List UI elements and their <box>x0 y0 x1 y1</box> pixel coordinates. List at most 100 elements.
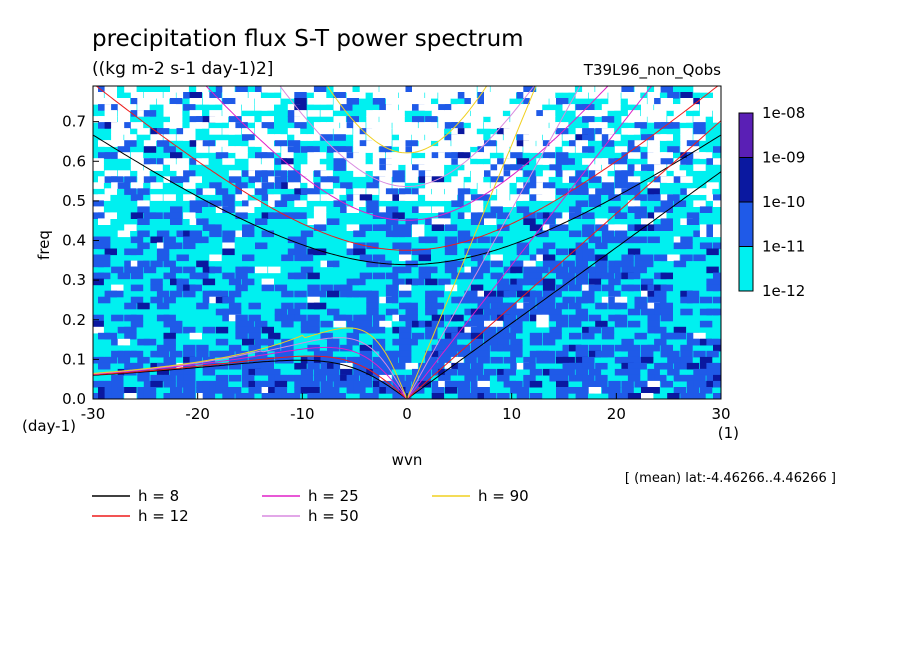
spectrum-cell <box>621 182 634 189</box>
colorbar-label: 1e-10 <box>762 193 805 211</box>
spectrum-cell <box>412 104 425 111</box>
spectrum-cell <box>503 92 516 99</box>
spectrum-cell <box>497 332 510 340</box>
spectrum-cell <box>340 374 353 382</box>
spectrum-cell <box>588 278 602 286</box>
spectrum-cell <box>464 290 477 298</box>
spectrum-cell <box>438 110 451 117</box>
spectrum-cell <box>556 86 569 93</box>
spectrum-cell <box>248 302 261 310</box>
spectrum-cell <box>333 380 346 388</box>
spectrum-cell <box>255 338 268 346</box>
spectrum-cell <box>248 368 261 376</box>
spectrum-cell <box>608 236 621 244</box>
spectrum-cell <box>327 122 340 129</box>
spectrum-cell <box>621 152 634 159</box>
spectrum-cell <box>340 122 353 129</box>
spectrum-cell <box>307 320 320 328</box>
spectrum-cell <box>156 302 170 310</box>
spectrum-cell <box>222 350 235 358</box>
spectrum-cell <box>170 278 183 286</box>
spectrum-cell <box>261 338 274 346</box>
spectrum-cell <box>124 350 137 358</box>
spectrum-cell <box>399 128 412 135</box>
spectrum-cell <box>464 164 477 171</box>
spectrum-cell <box>196 122 209 129</box>
spectrum-cell <box>444 236 458 244</box>
spectrum-cell <box>248 176 261 183</box>
spectrum-cell <box>189 200 202 207</box>
spectrum-cell <box>287 170 301 177</box>
spectrum-cell <box>359 164 373 171</box>
spectrum-cell <box>451 116 464 123</box>
spectrum-cell <box>595 188 608 195</box>
spectrum-cell <box>196 260 209 268</box>
spectrum-cell <box>673 116 687 123</box>
spectrum-cell <box>470 314 484 322</box>
spectrum-cell <box>176 176 189 183</box>
spectrum-cell <box>542 194 556 201</box>
spectrum-cell <box>497 158 510 165</box>
spectrum-cell <box>189 236 202 244</box>
spectrum-cell <box>516 290 530 298</box>
spectrum-cell <box>693 368 706 376</box>
spectrum-cell <box>484 170 497 177</box>
spectrum-cell <box>713 284 721 292</box>
spectrum-cell <box>595 320 608 328</box>
spectrum-cell <box>667 350 680 358</box>
spectrum-cell <box>307 218 320 225</box>
spectrum-cell <box>346 92 359 99</box>
spectrum-cell <box>693 338 706 346</box>
spectrum-cell <box>385 98 399 105</box>
spectrum-cell <box>222 230 235 238</box>
spectrum-cell <box>202 368 216 376</box>
spectrum-cell <box>516 134 530 141</box>
spectrum-cell <box>464 92 477 99</box>
spectrum-cell <box>477 374 490 382</box>
spectrum-cell <box>686 290 700 298</box>
spectrum-cell <box>222 194 235 201</box>
colorbar-swatch <box>738 157 754 203</box>
spectrum-cell <box>255 164 268 171</box>
spectrum-cell <box>438 350 451 358</box>
spectrum-cell <box>366 308 379 316</box>
spectrum-cell <box>477 248 490 256</box>
spectrum-cell <box>372 92 386 99</box>
spectrum-cell <box>143 338 157 346</box>
spectrum-cell <box>111 290 124 298</box>
spectrum-cell <box>274 200 288 207</box>
spectrum-cell <box>608 380 621 388</box>
x-tick-label: -10 <box>290 405 315 423</box>
spectrum-cell <box>294 122 307 129</box>
spectrum-cell <box>634 206 647 213</box>
spectrum-cell <box>379 86 392 93</box>
spectrum-cell <box>444 314 458 322</box>
spectrum-cell <box>457 272 471 280</box>
spectrum-cell <box>542 296 556 304</box>
spectrum-cell <box>189 122 202 129</box>
spectrum-cell <box>248 140 261 147</box>
spectrum-cell <box>372 314 386 322</box>
spectrum-cell <box>196 393 209 399</box>
spectrum-cell <box>385 104 399 111</box>
spectrum-cell <box>124 122 137 129</box>
spectrum-cell <box>667 164 680 171</box>
spectrum-cell <box>503 266 516 274</box>
spectrum-cell <box>516 122 530 129</box>
spectrum-cell <box>340 314 353 322</box>
spectrum-cell <box>647 212 660 219</box>
spectrum-cell <box>484 308 497 316</box>
spectrum-cell <box>601 140 615 147</box>
spectrum-cell <box>582 326 595 334</box>
spectrum-cell <box>425 308 438 316</box>
spectrum-cell <box>647 140 660 147</box>
spectrum-cell <box>490 176 503 183</box>
spectrum-cell <box>209 182 222 189</box>
spectrum-cell <box>510 278 523 286</box>
spectrum-cell <box>680 98 693 105</box>
spectrum-cell <box>693 122 706 129</box>
spectrum-cell <box>680 218 693 225</box>
spectrum-cell <box>156 350 170 358</box>
spectrum-cell <box>313 248 327 256</box>
spectrum-cell <box>601 182 615 189</box>
